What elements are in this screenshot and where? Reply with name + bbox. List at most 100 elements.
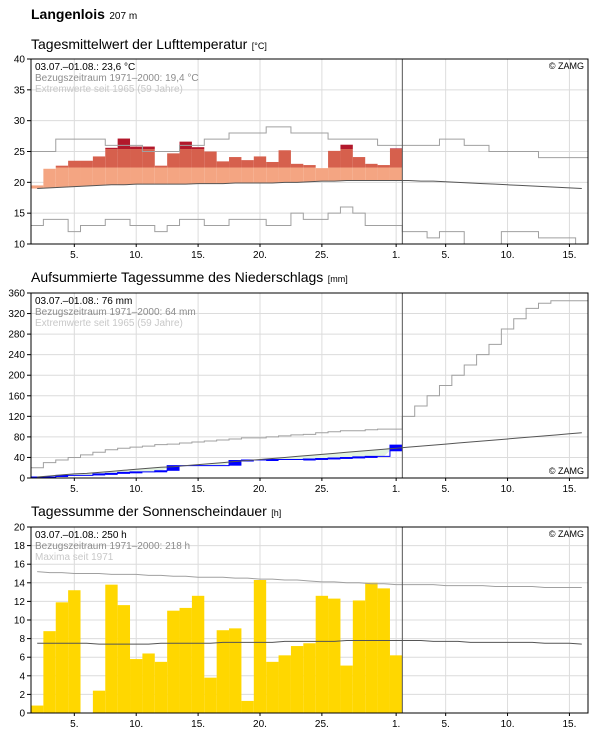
temperature-x-tick-label: 5. bbox=[70, 250, 78, 261]
temperature-bar-anomaly-mid bbox=[241, 160, 254, 168]
temperature-bar-anomaly-low bbox=[31, 185, 44, 189]
precipitation-daily-bar bbox=[130, 471, 143, 474]
precipitation-y-tick-label: 80 bbox=[14, 432, 26, 443]
temperature-bar-anomaly-mid bbox=[389, 149, 403, 168]
temperature-bar-anomaly-mid bbox=[92, 156, 106, 168]
temperature-chart-title: Tagesmittelwert der Lufttemperatur [°C] bbox=[31, 36, 267, 54]
sunshine-bar bbox=[266, 661, 279, 713]
sunshine-title: Tagessumme der Sonnenscheindauer bbox=[31, 503, 267, 519]
temperature-y-tick-label: 10 bbox=[14, 240, 26, 251]
temperature-bar-anomaly-low bbox=[142, 167, 155, 185]
temperature-x-tick-label: 15. bbox=[191, 250, 205, 261]
sunshine-y-tick-label: 18 bbox=[14, 541, 26, 552]
precipitation-cumulative-line bbox=[31, 444, 403, 478]
sunshine-x-tick-label: 5. bbox=[70, 719, 78, 729]
precipitation-x-tick-label: 15. bbox=[562, 484, 576, 495]
precipitation-copyright: © ZAMG bbox=[549, 466, 584, 476]
temperature-bar-anomaly-mid bbox=[154, 165, 168, 168]
temperature-bar-anomaly-mid bbox=[167, 153, 180, 168]
temperature-bar-anomaly-mid bbox=[55, 165, 69, 168]
sunshine-bar bbox=[278, 655, 291, 713]
precipitation-y-tick-label: 280 bbox=[8, 330, 25, 341]
precipitation-x-tick-label: 5. bbox=[70, 484, 78, 495]
sunshine-bar bbox=[340, 665, 353, 713]
temperature-x-tick-label: 25. bbox=[315, 250, 329, 261]
temperature-info-extreme: Extremwerte seit 1965 (59 Jahre) bbox=[35, 84, 183, 95]
temperature-bar-anomaly-mid bbox=[340, 149, 353, 168]
precipitation-daily-bar bbox=[266, 459, 279, 461]
temperature-bar-anomaly-high bbox=[130, 146, 143, 150]
sunshine-bar bbox=[389, 655, 403, 713]
precipitation-daily-bar bbox=[55, 475, 69, 477]
temperature-bar-anomaly-low bbox=[241, 167, 254, 183]
temperature-bar-anomaly-low bbox=[92, 167, 106, 186]
temperature-bar-anomaly-mid bbox=[328, 150, 341, 168]
sunshine-bar bbox=[167, 610, 180, 713]
precipitation-daily-bar bbox=[315, 458, 329, 460]
sunshine-y-tick-label: 6 bbox=[19, 653, 25, 664]
precipitation-y-tick-label: 0 bbox=[19, 474, 25, 485]
precipitation-daily-bar bbox=[352, 456, 366, 459]
temperature-bar-anomaly-low bbox=[315, 168, 329, 182]
temperature-info-reference: Bezugszeitraum 1971–2000: 19,4 °C bbox=[35, 73, 199, 84]
sunshine-x-tick-label: 10. bbox=[129, 719, 143, 729]
temperature-bar-anomaly-low bbox=[389, 167, 403, 181]
sunshine-bar bbox=[253, 580, 267, 713]
sunshine-y-tick-label: 12 bbox=[14, 597, 26, 608]
temperature-unit: [°C] bbox=[251, 41, 267, 51]
sunshine-x-tick-label: 15. bbox=[191, 719, 205, 729]
temperature-bar-anomaly-mid bbox=[179, 149, 192, 168]
sunshine-y-tick-label: 14 bbox=[14, 578, 26, 589]
sunshine-copyright: © ZAMG bbox=[549, 529, 584, 539]
precipitation-info-current: 03.07.–01.08.: 76 mm bbox=[35, 296, 132, 307]
temperature-bar-anomaly-low bbox=[328, 167, 341, 182]
precipitation-reference-line bbox=[37, 432, 582, 478]
temperature-plot: 10 15 20 25 30 35 40 5. 10. 15. 20. 25. 1. 5. 10. 15. 03… bbox=[14, 55, 589, 261]
sunshine-bar bbox=[179, 607, 192, 713]
temperature-bar-anomaly-high bbox=[340, 144, 353, 150]
sunshine-y-tick-label: 4 bbox=[19, 671, 25, 682]
temperature-bar-anomaly-mid bbox=[80, 160, 93, 168]
sunshine-bar bbox=[105, 584, 118, 713]
temperature-bar-anomaly-mid bbox=[142, 149, 155, 168]
sunshine-bar bbox=[377, 588, 390, 713]
sunshine-bar bbox=[204, 677, 217, 713]
sunshine-bar bbox=[241, 700, 254, 713]
temperature-bar-anomaly-low bbox=[266, 167, 279, 183]
sunshine-bar bbox=[303, 643, 316, 713]
sunshine-info-current: 03.07.–01.08.: 250 h bbox=[35, 530, 127, 541]
temperature-bar-anomaly-mid bbox=[303, 165, 316, 168]
station-name: Langenlois bbox=[31, 6, 105, 22]
temperature-title: Tagesmittelwert der Lufttemperatur bbox=[31, 36, 248, 52]
precipitation-daily-bar bbox=[117, 472, 131, 474]
temperature-bar-anomaly-high bbox=[142, 146, 155, 150]
temperature-bar-anomaly-mid bbox=[278, 150, 291, 168]
sunshine-bar bbox=[117, 605, 131, 713]
sunshine-bar bbox=[154, 661, 168, 713]
precipitation-y-tick-label: 320 bbox=[8, 309, 25, 320]
temperature-bar-anomaly-low bbox=[340, 167, 353, 181]
temperature-bar-anomaly-low bbox=[105, 167, 118, 185]
temperature-bar-anomaly-high bbox=[105, 147, 118, 150]
temperature-bar-anomaly-low bbox=[130, 167, 143, 185]
temperature-y-tick-label: 25 bbox=[14, 147, 26, 158]
sunshine-chart-title: Tagessumme der Sonnenscheindauer [h] bbox=[31, 503, 281, 521]
temperature-bar-anomaly-low bbox=[179, 167, 192, 185]
precipitation-daily-bar bbox=[328, 457, 341, 460]
precipitation-unit: [mm] bbox=[327, 274, 348, 284]
temperature-bar-anomaly-mid bbox=[117, 149, 131, 168]
temperature-x-tick-label: 10. bbox=[501, 250, 515, 261]
temperature-extreme-max-line bbox=[31, 126, 588, 159]
temperature-bar-anomaly-high bbox=[389, 148, 403, 150]
precipitation-x-tick-label: 25. bbox=[315, 484, 329, 495]
sunshine-y-tick-label: 8 bbox=[19, 634, 25, 645]
precipitation-info-reference: Bezugszeitraum 1971–2000: 64 mm bbox=[35, 307, 196, 318]
sunshine-plot-border bbox=[30, 526, 589, 714]
temperature-bar-anomaly-low bbox=[191, 167, 205, 184]
sunshine-maxima-line bbox=[37, 571, 582, 588]
precipitation-y-tick-label: 240 bbox=[8, 350, 25, 361]
precipitation-x-tick-label: 15. bbox=[191, 484, 205, 495]
precipitation-daily-bar bbox=[154, 470, 168, 473]
